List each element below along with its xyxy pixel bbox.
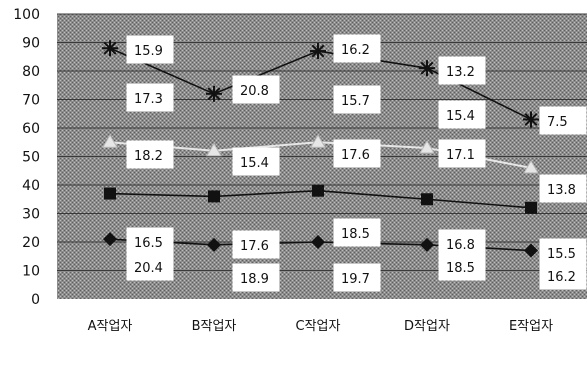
y-tick-label: 20 <box>22 235 40 251</box>
diamond-marker <box>207 237 221 252</box>
data-label: 16.8 <box>446 238 475 253</box>
y-tick-label: 90 <box>22 36 40 52</box>
label-box <box>333 34 381 63</box>
y-tick-label: 80 <box>22 64 40 80</box>
diamond-marker <box>524 243 538 258</box>
square-marker <box>208 190 220 203</box>
extra-data-label: 15.7 <box>341 94 370 109</box>
data-label: 18.5 <box>341 227 370 242</box>
data-label: 19.7 <box>341 272 370 287</box>
square-marker <box>104 187 116 200</box>
data-label: 15.5 <box>547 247 576 262</box>
label-box <box>333 263 381 292</box>
label-box <box>126 140 174 169</box>
label-box <box>333 85 381 114</box>
x-tick-label: C작업자 <box>296 319 341 334</box>
label-box <box>232 263 280 292</box>
x-tick-label: A작업자 <box>88 319 133 334</box>
x-tick-label: D작업자 <box>404 319 450 334</box>
label-box <box>539 261 587 290</box>
asterisk-marker <box>419 60 435 77</box>
square-marker <box>525 201 537 214</box>
data-label: 17.1 <box>446 148 475 163</box>
label-box <box>333 218 381 247</box>
label-box <box>438 139 486 168</box>
asterisk-stroke <box>311 44 325 58</box>
data-label: 20.8 <box>240 84 269 99</box>
diamond-marker <box>103 232 117 247</box>
data-label: 15.9 <box>134 44 163 59</box>
asterisk-marker <box>206 85 222 102</box>
asterisk-marker <box>523 111 539 128</box>
data-label: 7.5 <box>547 115 568 130</box>
label-box <box>126 35 174 64</box>
triangle-marker <box>310 134 326 148</box>
y-tick-label: 30 <box>22 207 40 223</box>
label-box <box>333 139 381 168</box>
data-label: 13.8 <box>547 183 576 198</box>
data-label: 20.4 <box>134 261 163 276</box>
label-box <box>438 56 486 85</box>
asterisk-stroke <box>207 87 221 101</box>
diamond-marker <box>311 235 325 249</box>
extra-data-label: 17.3 <box>134 92 163 107</box>
x-tick-label: E작업자 <box>509 319 553 334</box>
data-label: 15.4 <box>240 156 269 171</box>
data-label: 16.5 <box>134 236 163 251</box>
label-box <box>232 230 280 259</box>
asterisk-marker <box>310 43 326 60</box>
label-box <box>232 147 280 176</box>
data-label: 18.5 <box>446 261 475 276</box>
y-tick-label: 40 <box>22 178 40 194</box>
square-marker <box>421 193 433 206</box>
data-label: 18.9 <box>240 272 269 287</box>
label-box <box>232 75 280 104</box>
y-tick-label: 50 <box>22 150 40 166</box>
label-box <box>438 100 486 129</box>
y-tick-label: 0 <box>31 292 40 308</box>
x-tick-label: B작업자 <box>192 319 237 334</box>
data-label: 17.6 <box>240 239 269 254</box>
label-box <box>126 252 174 281</box>
data-label: 16.2 <box>547 270 576 285</box>
label-box <box>438 252 486 281</box>
y-tick-label: 100 <box>13 7 40 23</box>
triangle-marker <box>523 159 539 174</box>
triangle-marker <box>102 134 118 148</box>
asterisk-stroke <box>420 61 434 75</box>
asterisk-stroke <box>524 112 538 126</box>
label-box <box>126 83 174 112</box>
label-box <box>539 106 587 135</box>
data-label: 13.2 <box>446 65 475 80</box>
diamond-marker <box>420 237 434 252</box>
triangle-marker <box>419 139 435 154</box>
extra-data-label: 15.4 <box>446 109 475 124</box>
asterisk-marker <box>102 40 118 57</box>
label-box <box>539 174 587 203</box>
y-tick-label: 60 <box>22 121 40 137</box>
data-label: 18.2 <box>134 149 163 164</box>
data-label: 16.2 <box>341 43 370 58</box>
data-label: 17.6 <box>341 148 370 163</box>
triangle-marker <box>206 142 222 157</box>
y-tick-label: 70 <box>22 93 40 109</box>
square-marker <box>312 184 324 197</box>
y-tick-label: 10 <box>22 264 40 280</box>
asterisk-stroke <box>103 41 117 55</box>
